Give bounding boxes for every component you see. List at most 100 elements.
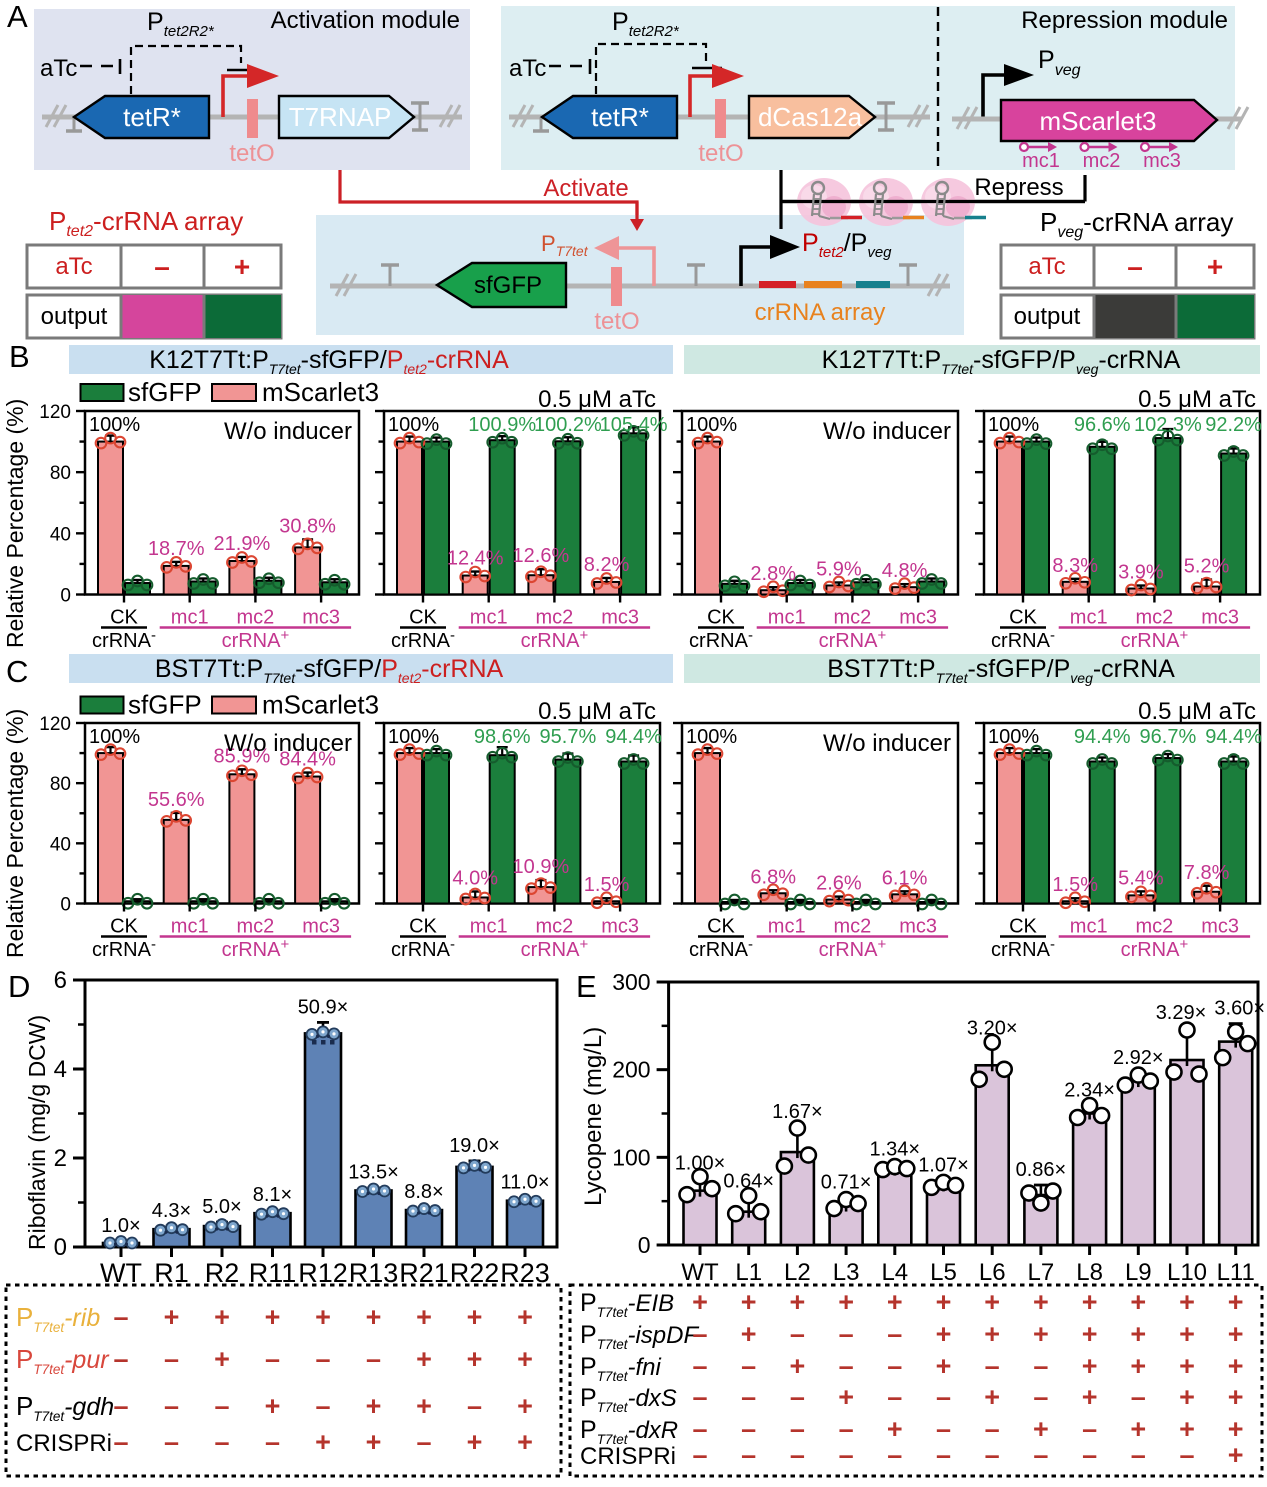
svg-text:+: +	[1228, 1382, 1244, 1412]
svg-text:3.29×: 3.29×	[1156, 1002, 1207, 1024]
svg-text:R21: R21	[399, 1258, 449, 1288]
svg-text:+: +	[366, 1302, 382, 1332]
svg-text:mc3: mc3	[1201, 916, 1239, 938]
svg-text:mc3: mc3	[302, 607, 340, 629]
svg-text:Pveg-crRNA array: Pveg-crRNA array	[1040, 207, 1233, 241]
svg-text:PT7tet-ispDF: PT7tet-ispDF	[580, 1321, 699, 1352]
svg-text:50.9×: 50.9×	[298, 996, 349, 1018]
svg-text:mc2: mc2	[1136, 916, 1174, 938]
svg-text:tetO: tetO	[698, 140, 743, 167]
svg-text:mc3: mc3	[899, 916, 937, 938]
svg-text:PT7tet-pur: PT7tet-pur	[16, 1344, 110, 1377]
svg-text:L2: L2	[784, 1259, 811, 1286]
svg-text:0.86×: 0.86×	[1016, 1159, 1067, 1181]
svg-text:Repress: Repress	[974, 174, 1063, 201]
svg-text:crRNA+: crRNA+	[819, 627, 887, 652]
svg-text:80: 80	[50, 774, 71, 795]
svg-text:5.4%: 5.4%	[1118, 867, 1164, 889]
svg-text:+: +	[1033, 1414, 1049, 1444]
svg-text:–: –	[692, 1382, 707, 1412]
svg-text:+: +	[416, 1344, 432, 1374]
svg-text:+: +	[517, 1302, 533, 1332]
svg-text:R13: R13	[349, 1258, 399, 1288]
svg-text:55.6%: 55.6%	[148, 789, 205, 811]
svg-text:CK: CK	[409, 916, 437, 938]
svg-text:–: –	[154, 251, 170, 282]
svg-text:+: +	[741, 1319, 757, 1349]
svg-text:–: –	[985, 1414, 1000, 1444]
svg-text:1.07×: 1.07×	[918, 1154, 969, 1176]
svg-text:tetO: tetO	[594, 308, 639, 335]
svg-text:300: 300	[612, 969, 650, 995]
svg-text:–: –	[1127, 251, 1143, 282]
svg-text:tetR*: tetR*	[123, 102, 181, 132]
svg-text:95.7%: 95.7%	[540, 726, 597, 748]
svg-text:0: 0	[60, 586, 71, 607]
svg-text:mc2: mc2	[237, 607, 275, 629]
svg-text:mScarlet3: mScarlet3	[1039, 106, 1156, 136]
svg-text:1.0×: 1.0×	[101, 1215, 140, 1237]
svg-text:PT7tet-fni: PT7tet-fni	[580, 1353, 661, 1384]
svg-text:100%: 100%	[988, 414, 1039, 436]
svg-text:crRNA+: crRNA+	[521, 627, 589, 652]
svg-text:–: –	[214, 1427, 229, 1457]
svg-text:4.3×: 4.3×	[152, 1200, 191, 1222]
svg-text:+: +	[887, 1287, 903, 1317]
svg-text:0: 0	[54, 1234, 67, 1261]
svg-text:CK: CK	[707, 916, 735, 938]
svg-text:K12T7Tt:PT7tet-sfGFP/Pveg-crRN: K12T7Tt:PT7tet-sfGFP/Pveg-crRNA	[822, 346, 1181, 377]
svg-text:R12: R12	[298, 1258, 348, 1288]
svg-text:8.1×: 8.1×	[253, 1184, 292, 1206]
svg-text:–: –	[887, 1382, 902, 1412]
svg-text:mc3: mc3	[899, 607, 937, 629]
svg-text:–: –	[790, 1414, 805, 1444]
svg-text:+: +	[1130, 1319, 1146, 1349]
svg-text:Pveg: Pveg	[1038, 46, 1081, 79]
svg-text:+: +	[315, 1427, 331, 1457]
svg-text:+: +	[1228, 1440, 1244, 1470]
svg-text:–: –	[839, 1440, 854, 1470]
svg-text:W/o inducer: W/o inducer	[823, 730, 951, 757]
svg-text:5.9%: 5.9%	[816, 558, 862, 580]
svg-text:PT7tet-EIB: PT7tet-EIB	[580, 1289, 674, 1320]
svg-text:8.3%: 8.3%	[1052, 555, 1098, 577]
svg-text:0.64×: 0.64×	[723, 1171, 774, 1193]
svg-text:–: –	[1179, 1440, 1194, 1470]
svg-text:mc2: mc2	[834, 607, 872, 629]
svg-text:96.7%: 96.7%	[1140, 726, 1197, 748]
svg-text:–: –	[315, 1344, 330, 1374]
svg-text:L10: L10	[1167, 1259, 1207, 1286]
svg-text:12.6%: 12.6%	[513, 545, 570, 567]
svg-text:–: –	[113, 1427, 128, 1457]
svg-text:–: –	[790, 1440, 805, 1470]
svg-text:–: –	[692, 1414, 707, 1444]
svg-text:3.20×: 3.20×	[967, 1017, 1018, 1039]
svg-text:L6: L6	[979, 1259, 1006, 1286]
svg-text:output: output	[1014, 303, 1081, 330]
svg-text:crRNA+: crRNA+	[1121, 627, 1189, 652]
svg-text:crRNA-: crRNA-	[689, 936, 753, 961]
svg-text:WT: WT	[100, 1258, 142, 1288]
svg-text:+: +	[1228, 1319, 1244, 1349]
svg-text:–: –	[467, 1391, 482, 1421]
svg-text:Lycopene (mg/L): Lycopene (mg/L)	[580, 1027, 607, 1206]
svg-text:sfGFP: sfGFP	[474, 272, 542, 299]
svg-text:mc1: mc1	[768, 916, 806, 938]
svg-text:+: +	[1082, 1319, 1098, 1349]
svg-text:Activation module: Activation module	[271, 7, 460, 34]
svg-text:+: +	[692, 1287, 708, 1317]
svg-text:0.71×: 0.71×	[821, 1172, 872, 1194]
svg-text:40: 40	[50, 834, 71, 855]
svg-text:+: +	[984, 1319, 1000, 1349]
svg-text:L7: L7	[1028, 1259, 1055, 1286]
svg-text:mc1: mc1	[1022, 150, 1060, 172]
svg-text:Relative Percentage (%): Relative Percentage (%)	[2, 709, 28, 958]
svg-text:–: –	[315, 1391, 330, 1421]
svg-text:R22: R22	[450, 1258, 500, 1288]
svg-text:–: –	[741, 1351, 756, 1381]
svg-text:0: 0	[638, 1232, 651, 1258]
svg-text:100%: 100%	[686, 414, 737, 436]
svg-text:3.60×: 3.60×	[1214, 998, 1265, 1020]
svg-text:W/o inducer: W/o inducer	[224, 730, 352, 757]
svg-text:100%: 100%	[388, 414, 439, 436]
